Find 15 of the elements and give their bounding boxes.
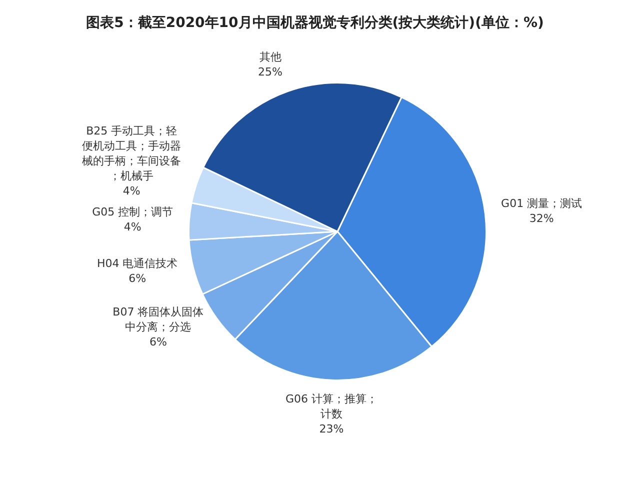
slice-label: G06 计算；推算；计数 <box>285 392 378 420</box>
slice-label: G05 控制；调节 <box>92 206 174 219</box>
slice-label: B07 将固体从固体中分离；分选 <box>112 306 204 334</box>
data-label: 6% <box>128 272 146 285</box>
data-label: 6% <box>149 336 167 348</box>
slice-label: B25 手动工具；轻便机动工具；手动器械的手柄；车间设备；机械手 <box>82 124 182 183</box>
slice-label: 其他 <box>259 50 282 64</box>
data-label: 23% <box>319 422 344 436</box>
data-label: 4% <box>124 220 142 234</box>
chart-title: 图表5：截至2020年10月中国机器视觉专利分类(按大类统计)(单位：%) <box>85 14 545 33</box>
data-label: 25% <box>258 66 283 79</box>
slice-label: G01 测量；测试 <box>501 197 582 210</box>
data-label: 32% <box>529 212 554 226</box>
slice-label: H04 电通信技术 <box>96 256 178 270</box>
data-label: 4% <box>122 184 140 198</box>
